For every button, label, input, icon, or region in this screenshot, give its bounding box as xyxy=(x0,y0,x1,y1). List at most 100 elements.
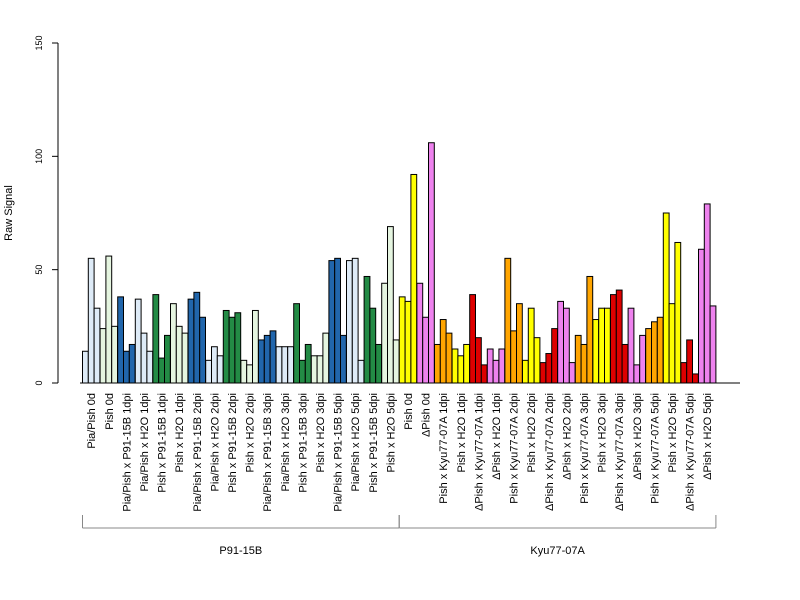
category-label: Pish x H2O 3dpi xyxy=(315,393,327,472)
bar xyxy=(586,275,594,384)
bar xyxy=(486,348,494,384)
category-label: Pia/Pish 0d xyxy=(86,393,98,449)
category-label: Pish x P91-15B 1dpi xyxy=(157,393,169,493)
bar xyxy=(428,142,435,384)
bar xyxy=(398,296,406,384)
bar xyxy=(105,255,113,384)
category-label: Pish x H2O 2dpi xyxy=(526,393,538,472)
bar xyxy=(99,328,107,384)
category-label: Pish x H2O 1dpi xyxy=(456,393,468,472)
bar xyxy=(263,334,271,384)
category-label: Pish x H2O 2dpi xyxy=(245,393,257,472)
bar xyxy=(709,305,717,384)
bar xyxy=(615,289,623,384)
category-label: Pia/Pish x P91-15B 2dpi xyxy=(192,393,204,512)
category-label: Pia/Pish x H2O 2dpi xyxy=(209,393,221,491)
bar xyxy=(580,343,588,384)
bar xyxy=(205,359,212,384)
bar xyxy=(492,359,500,384)
bar xyxy=(363,275,371,384)
bar xyxy=(504,257,512,384)
bar xyxy=(140,332,148,384)
bar xyxy=(117,296,124,384)
bar xyxy=(387,226,394,384)
bar xyxy=(639,334,647,384)
bar xyxy=(568,362,576,384)
bar xyxy=(480,364,488,384)
category-label: Pish x P91-15B 3dpi xyxy=(297,393,309,493)
bar xyxy=(621,343,629,384)
bar xyxy=(134,298,142,384)
bar xyxy=(668,303,676,384)
bar xyxy=(193,291,201,384)
category-label: Pia/Pish x P91-15B 5dpi xyxy=(333,393,345,512)
group-label: Kyu77-07A xyxy=(530,545,585,557)
bar xyxy=(680,362,688,384)
bar xyxy=(539,362,547,384)
bar xyxy=(146,350,154,384)
category-label: ΔPish x Kyu77-07A 5dpi xyxy=(685,393,697,511)
bar xyxy=(328,260,336,384)
bar xyxy=(692,373,699,384)
category-label: Pish x Kyu77-07A 3dpi xyxy=(579,393,591,504)
category-label: Pish x P91-15B 5dpi xyxy=(368,393,380,493)
bar xyxy=(698,248,705,384)
bar xyxy=(633,364,641,384)
bar xyxy=(128,343,136,384)
bar xyxy=(269,330,277,384)
category-label: Pia/Pish x H2O 3dpi xyxy=(280,393,292,491)
category-label: Pish x Kyu77-07A 1dpi xyxy=(438,393,450,504)
group-brackets: P91-15B Kyu77-07A xyxy=(82,515,717,557)
bar xyxy=(439,319,447,384)
bar xyxy=(656,316,664,384)
category-label: ΔPish x H2O 2dpi xyxy=(561,393,573,480)
bar xyxy=(234,312,242,384)
bar xyxy=(375,343,383,384)
bar xyxy=(322,332,330,384)
bar xyxy=(527,307,535,384)
category-label: Pish x Kyu77-07A 2dpi xyxy=(509,393,521,504)
category-label: Pish 0d xyxy=(403,393,415,430)
category-label: ΔPish x H2O 3dpi xyxy=(632,393,644,480)
y-axis-title: Raw Signal xyxy=(3,185,15,241)
bar xyxy=(651,321,658,384)
bar xyxy=(498,348,506,384)
category-label: ΔPish x Kyu77-07A 3dpi xyxy=(614,393,626,511)
bar xyxy=(310,355,318,384)
bar xyxy=(674,241,682,384)
bar xyxy=(445,332,453,384)
y-axis: 0 50 100 150 xyxy=(34,35,59,386)
bar xyxy=(334,257,342,384)
category-label: Pish 0d xyxy=(104,393,116,430)
category-label: ΔPish x Kyu77-07A 2dpi xyxy=(544,393,556,511)
bar xyxy=(175,325,183,384)
y-tick-label: 50 xyxy=(34,265,44,275)
bar xyxy=(545,353,553,384)
bar xyxy=(181,332,189,384)
bar xyxy=(293,303,301,384)
bar xyxy=(451,348,459,384)
bar xyxy=(457,355,465,384)
bar xyxy=(662,212,670,384)
category-label: ΔPish 0d xyxy=(421,393,433,437)
bar xyxy=(416,282,424,384)
bar xyxy=(434,343,441,384)
category-labels: Pia/Pish 0d Pish 0d Pia/Pish x P91-15B 1dp… xyxy=(86,393,714,512)
bar xyxy=(252,309,259,384)
bar xyxy=(645,328,653,384)
category-label: Pish x H2O 5dpi xyxy=(667,393,679,472)
category-label: ΔPish x H2O 5dpi xyxy=(702,393,714,480)
bar xyxy=(170,303,177,384)
bar xyxy=(410,173,418,384)
bar xyxy=(604,307,611,384)
bar xyxy=(164,334,171,384)
category-label: Pish x Kyu77-07A 5dpi xyxy=(649,393,661,504)
bar xyxy=(703,203,711,384)
bar xyxy=(686,339,694,384)
bar xyxy=(87,257,95,384)
bar xyxy=(216,355,224,384)
bar xyxy=(563,307,570,384)
y-tick-label: 100 xyxy=(34,149,44,164)
bar xyxy=(551,328,559,384)
